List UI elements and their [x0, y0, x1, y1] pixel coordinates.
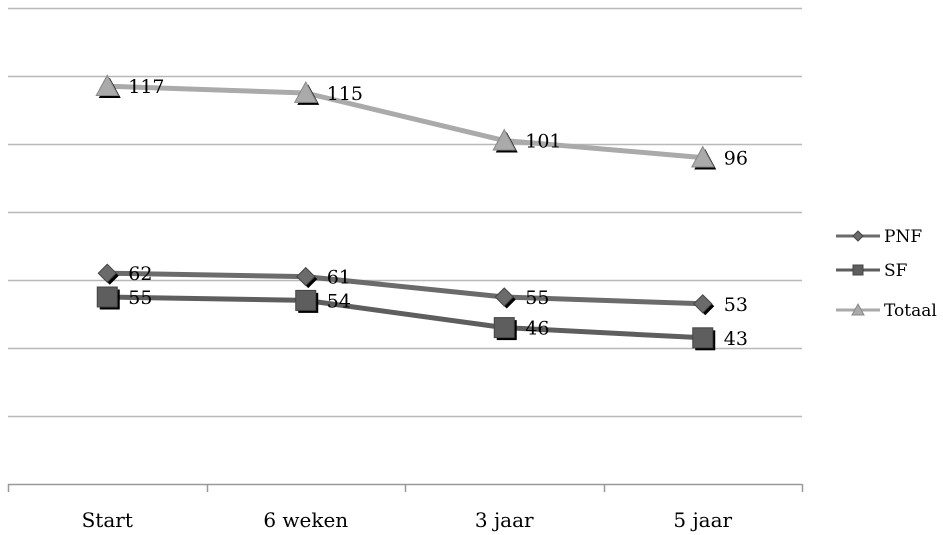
x-tick-label: Start: [82, 508, 133, 532]
square-marker: [295, 289, 317, 311]
triangle-marker: [293, 80, 318, 103]
data-point: [95, 74, 121, 99]
series-pnf: [97, 263, 715, 316]
diamond-marker: [97, 263, 117, 283]
x-tick-label: 5 jaar: [673, 508, 732, 532]
data-label: 117: [128, 76, 164, 98]
data-point: [293, 80, 320, 105]
data-label: 96: [724, 148, 748, 170]
diamond-marker: [296, 266, 316, 287]
data-point: [494, 287, 516, 309]
x-tick-label: 3 jaar: [475, 508, 534, 532]
data-label: 46: [525, 318, 549, 340]
triangle-marker: [95, 74, 120, 97]
data-label: 101: [525, 131, 561, 153]
legend-item-pnf: PNF: [836, 227, 922, 247]
legend-item-sf: SF: [836, 261, 908, 281]
data-label: 115: [327, 83, 363, 105]
data-label: 54: [327, 290, 351, 312]
data-label: 55: [128, 287, 152, 309]
data-label: 62: [128, 263, 152, 285]
data-point: [693, 294, 715, 316]
legend-diamond-icon: [852, 230, 864, 242]
data-label: 43: [724, 328, 748, 350]
diamond-marker: [693, 294, 713, 314]
square-marker: [692, 327, 714, 349]
data-point: [690, 145, 717, 170]
data-labels: 62 61 55 53 55 54 46 43 117 115 101 96: [128, 76, 748, 350]
legend-label: PNF: [884, 227, 922, 247]
triangle-marker: [492, 128, 517, 151]
data-point: [692, 327, 716, 351]
series-line: [107, 83, 703, 161]
data-point: [493, 317, 517, 341]
series-totaal: [95, 74, 717, 170]
legend-label: Totaal: [884, 301, 937, 321]
x-tick-labels: Start 6 weken 3 jaar 5 jaar: [82, 508, 733, 532]
series-group: [95, 74, 717, 351]
gridlines: [8, 7, 802, 418]
diamond-marker: [494, 287, 514, 307]
series-line: [107, 294, 703, 341]
data-point: [296, 266, 318, 289]
legend-square-icon: [852, 264, 864, 276]
legend: PNF SF Totaal: [836, 227, 937, 321]
data-label: 53: [724, 294, 748, 316]
data-label: 61: [327, 267, 351, 289]
data-point: [492, 128, 518, 153]
square-marker: [493, 317, 515, 339]
triangle-marker: [690, 145, 715, 168]
data-point: [96, 286, 120, 310]
legend-label: SF: [884, 261, 908, 281]
data-point: [295, 289, 319, 313]
square-marker: [96, 286, 118, 308]
series-sf: [96, 286, 716, 351]
x-tick-label: 6 weken: [263, 508, 348, 532]
legend-item-totaal: Totaal: [836, 301, 937, 321]
x-axis: [7, 483, 804, 492]
data-label: 55: [525, 287, 549, 309]
legend-triangle-icon: [851, 302, 865, 316]
series-line: [107, 270, 703, 307]
data-point: [97, 263, 119, 285]
